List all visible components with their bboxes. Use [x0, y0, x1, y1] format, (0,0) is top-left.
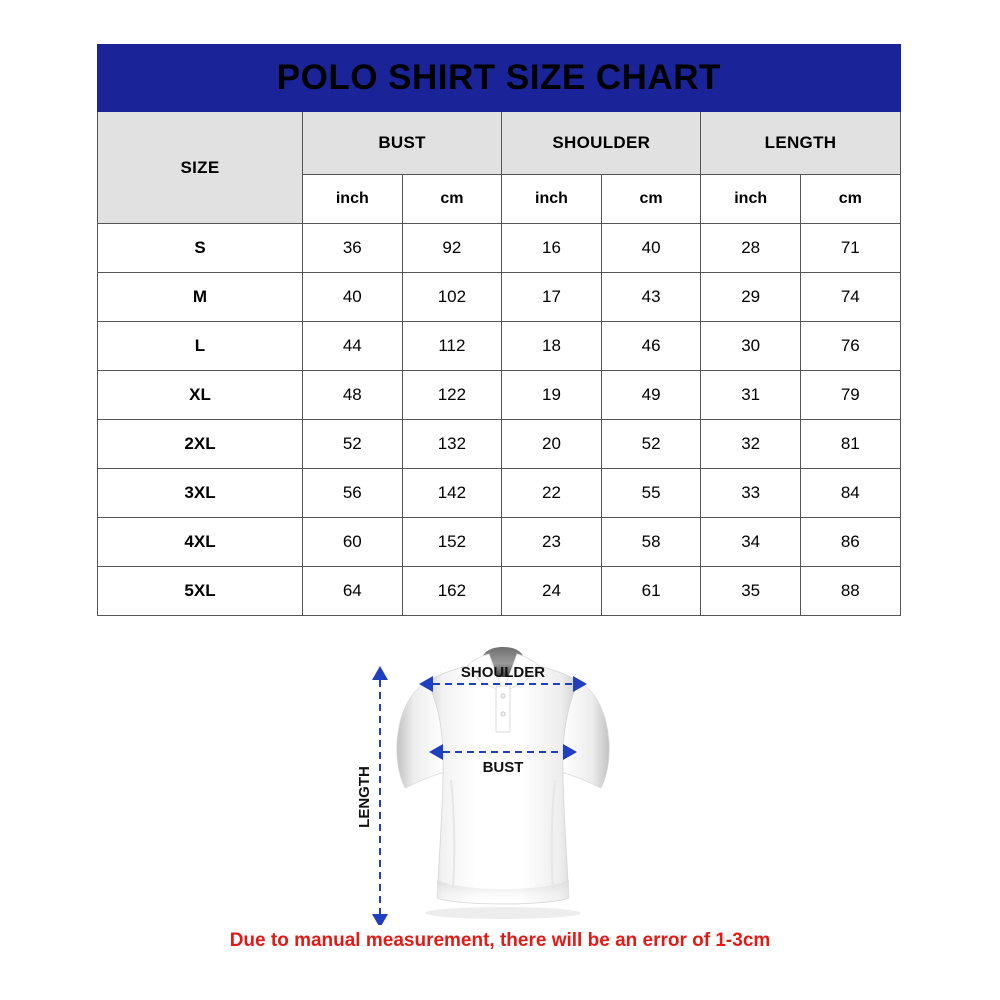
cell-shoulder-cm: 58: [600, 517, 702, 567]
cell-shoulder-inch: 23: [501, 517, 602, 567]
cell-size: 4XL: [97, 517, 303, 567]
unit-header-shoulder-cm: cm: [600, 174, 702, 224]
cell-shoulder-cm: 43: [600, 272, 702, 322]
cell-shoulder-inch: 16: [501, 223, 602, 273]
cell-shoulder-inch: 17: [501, 272, 602, 322]
cell-length-inch: 29: [700, 272, 801, 322]
cell-size: 2XL: [97, 419, 303, 469]
bust-measure-label: BUST: [483, 759, 524, 776]
cell-size: 3XL: [97, 468, 303, 518]
table-row: XL 48 122 19 49 31 79: [97, 370, 901, 420]
column-header-size: SIZE: [97, 111, 303, 224]
unit-header-shoulder-inch: inch: [501, 174, 602, 224]
cell-bust-inch: 56: [302, 468, 403, 518]
table-row: 2XL 52 132 20 52 32 81: [97, 419, 901, 469]
cell-shoulder-cm: 55: [600, 468, 702, 518]
cell-shoulder-cm: 52: [600, 419, 702, 469]
table-title-row: POLO SHIRT SIZE CHART: [97, 44, 901, 112]
cell-length-cm: 71: [799, 223, 901, 273]
cell-bust-cm: 152: [401, 517, 503, 567]
column-header-length: LENGTH: [700, 111, 901, 175]
table-row: M 40 102 17 43 29 74: [97, 272, 901, 322]
unit-header-bust-cm: cm: [401, 174, 503, 224]
table-row: S 36 92 16 40 28 71: [97, 223, 901, 273]
cell-length-inch: 31: [700, 370, 801, 420]
cell-shoulder-inch: 24: [501, 566, 602, 616]
cell-bust-inch: 36: [302, 223, 403, 273]
measurement-disclaimer: Due to manual measurement, there will be…: [229, 930, 771, 951]
cell-length-cm: 88: [799, 566, 901, 616]
cell-length-inch: 33: [700, 468, 801, 518]
cell-length-inch: 34: [700, 517, 801, 567]
cell-shoulder-cm: 40: [600, 223, 702, 273]
size-chart-table-container: POLO SHIRT SIZE CHART SIZE BUST SHOULDER…: [97, 44, 901, 616]
table-row: 5XL 64 162 24 61 35 88: [97, 566, 901, 616]
shirt-fold-left: [450, 779, 456, 889]
table-row: 3XL 56 142 22 55 33 84: [97, 468, 901, 518]
cell-size: S: [97, 223, 303, 273]
unit-header-length-inch: inch: [700, 174, 801, 224]
shirt-button-top: [500, 693, 506, 699]
cell-shoulder-cm: 61: [600, 566, 702, 616]
cell-size: 5XL: [97, 566, 303, 616]
unit-header-length-cm: cm: [799, 174, 901, 224]
cell-length-cm: 76: [799, 321, 901, 371]
cell-bust-cm: 102: [401, 272, 503, 322]
cell-length-cm: 86: [799, 517, 901, 567]
cell-bust-inch: 40: [302, 272, 403, 322]
cell-length-cm: 74: [799, 272, 901, 322]
cell-shoulder-inch: 22: [501, 468, 602, 518]
cell-size: L: [97, 321, 303, 371]
column-header-shoulder: SHOULDER: [501, 111, 702, 175]
size-chart-table: POLO SHIRT SIZE CHART SIZE BUST SHOULDER…: [97, 44, 901, 616]
cell-size: XL: [97, 370, 303, 420]
cell-shoulder-inch: 20: [501, 419, 602, 469]
length-measure-label: LENGTH: [356, 766, 373, 828]
cell-length-inch: 30: [700, 321, 801, 371]
cell-bust-inch: 64: [302, 566, 403, 616]
cell-bust-cm: 162: [401, 566, 503, 616]
cell-shoulder-inch: 18: [501, 321, 602, 371]
chart-title: POLO SHIRT SIZE CHART: [97, 44, 901, 112]
cell-length-inch: 35: [700, 566, 801, 616]
cell-bust-inch: 44: [302, 321, 403, 371]
cell-bust-cm: 132: [401, 419, 503, 469]
cell-bust-cm: 112: [401, 321, 503, 371]
cell-bust-cm: 142: [401, 468, 503, 518]
shirt-hem: [437, 880, 569, 904]
cell-shoulder-cm: 46: [600, 321, 702, 371]
cell-bust-inch: 52: [302, 419, 403, 469]
column-header-bust: BUST: [301, 111, 503, 175]
cell-length-cm: 84: [799, 468, 901, 518]
cell-bust-inch: 48: [302, 370, 403, 420]
cell-shoulder-cm: 49: [600, 370, 702, 420]
shirt-button-bottom: [500, 711, 506, 717]
cell-length-cm: 79: [799, 370, 901, 420]
group-header-row: SIZE BUST SHOULDER LENGTH: [97, 111, 901, 224]
unit-header-row: inch cm inch cm inch cm: [98, 174, 901, 224]
shirt-shadow: [425, 907, 581, 919]
shoulder-measure-label: SHOULDER: [461, 664, 545, 681]
table-row: L 44 112 18 46 30 76: [97, 321, 901, 371]
shirt-fold-right: [550, 779, 556, 889]
cell-length-inch: 32: [700, 419, 801, 469]
cell-shoulder-inch: 19: [501, 370, 602, 420]
cell-bust-cm: 92: [401, 223, 503, 273]
shirt-placket: [495, 685, 511, 733]
cell-bust-cm: 122: [401, 370, 503, 420]
table-row: 4XL 60 152 23 58 34 86: [97, 517, 901, 567]
cell-size: M: [97, 272, 303, 322]
measurement-diagram: SHOULDER BUST LENGTH: [355, 630, 645, 925]
cell-length-inch: 28: [700, 223, 801, 273]
unit-header-bust-inch: inch: [302, 174, 403, 224]
cell-bust-inch: 60: [302, 517, 403, 567]
cell-length-cm: 81: [799, 419, 901, 469]
